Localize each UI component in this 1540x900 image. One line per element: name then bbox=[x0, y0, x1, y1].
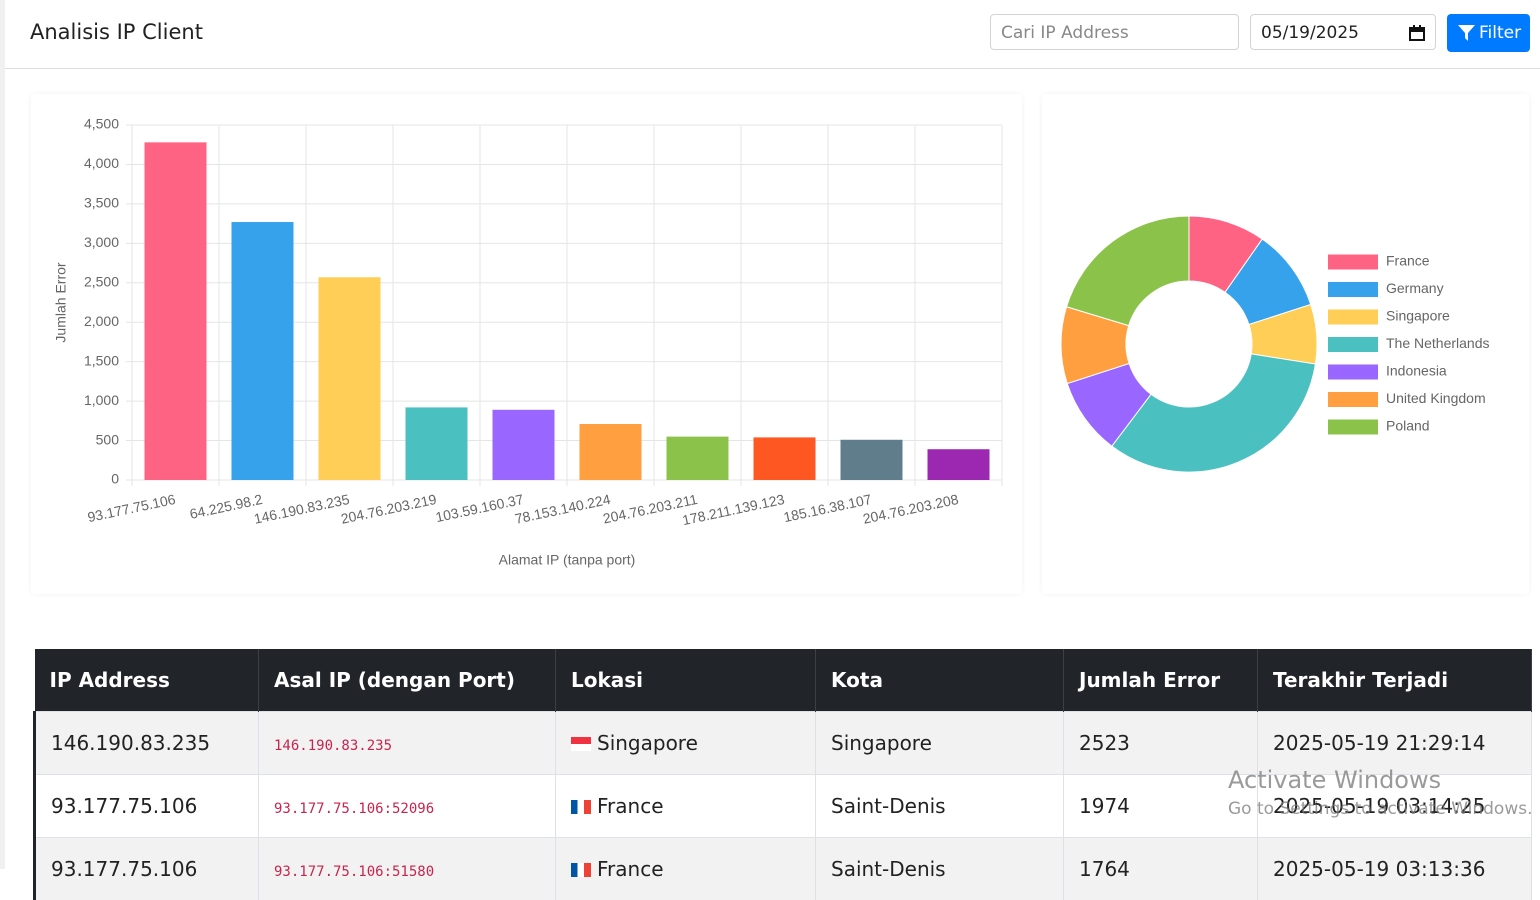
watermark-text: Go to Settings to activate Windows. bbox=[1228, 799, 1533, 819]
legend-swatch bbox=[1328, 310, 1378, 325]
legend-swatch bbox=[1328, 282, 1378, 297]
page: Analisis IP Client Cari IP Address 05/19… bbox=[0, 0, 1540, 869]
country: France bbox=[597, 857, 664, 881]
y-tick-label: 1,500 bbox=[84, 352, 119, 368]
bar bbox=[841, 440, 903, 480]
y-tick-label: 4,000 bbox=[84, 155, 119, 171]
legend-swatch bbox=[1328, 255, 1378, 270]
y-tick-label: 2,000 bbox=[84, 313, 119, 329]
cell: 146.190.83.235 bbox=[259, 712, 556, 775]
bar bbox=[493, 410, 555, 480]
flag bbox=[571, 800, 591, 814]
y-tick-label: 1,000 bbox=[84, 392, 119, 408]
bar bbox=[319, 277, 381, 480]
charts: 0 500 1,000 1,500 2,000 2,500 3,000 3,500 4,000 4… bbox=[0, 0, 1540, 600]
doughnut-slice bbox=[1112, 354, 1316, 472]
bar bbox=[232, 222, 294, 480]
country: France bbox=[597, 794, 664, 818]
legend-label: Poland bbox=[1386, 418, 1430, 434]
legend-swatch bbox=[1328, 337, 1378, 352]
column-header: IP Address bbox=[35, 649, 259, 712]
legend-label: Singapore bbox=[1386, 308, 1450, 324]
x-tick-label: 93.177.75.106 bbox=[86, 491, 177, 525]
table-header: IP Address Asal IP (dengan Port) Lokasi … bbox=[35, 649, 1532, 712]
port: 93.177.75.106:51580 bbox=[274, 864, 434, 880]
y-axis-label: Jumlah Error bbox=[53, 262, 69, 342]
y-tick-label: 3,000 bbox=[84, 234, 119, 250]
legend-label: France bbox=[1386, 253, 1430, 269]
bar bbox=[928, 449, 990, 480]
y-tick-label: 3,500 bbox=[84, 195, 119, 211]
watermark-title: Activate Windows bbox=[1228, 766, 1441, 794]
legend-label: The Netherlands bbox=[1386, 335, 1490, 351]
x-axis-label: Alamat IP (tanpa port) bbox=[499, 552, 636, 568]
legend-label: Indonesia bbox=[1386, 363, 1447, 379]
bar bbox=[580, 424, 642, 480]
port: 146.190.83.235 bbox=[274, 738, 392, 754]
x-tick-label: 146.190.83.235 bbox=[252, 491, 351, 527]
column-header: Terakhir Terjadi bbox=[1258, 649, 1532, 712]
x-tick-label: 78.153.140.224 bbox=[513, 491, 612, 527]
cell: 93.177.75.106:52096 bbox=[259, 775, 556, 838]
bar bbox=[145, 142, 207, 480]
bar bbox=[667, 437, 729, 480]
legend-label: Germany bbox=[1386, 280, 1444, 296]
doughnut-slice bbox=[1067, 216, 1189, 326]
y-tick-label: 0 bbox=[111, 471, 119, 487]
country: Singapore bbox=[597, 731, 698, 755]
cell: 93.177.75.106 bbox=[35, 775, 259, 838]
cell: 146.190.83.235 bbox=[35, 712, 259, 775]
cell: Saint-Denis bbox=[816, 775, 1064, 838]
y-tick-label: 4,500 bbox=[84, 116, 119, 132]
legend-swatch bbox=[1328, 420, 1378, 435]
x-tick-label: 103.59.160.37 bbox=[434, 491, 525, 525]
legend-swatch bbox=[1328, 365, 1378, 380]
y-tick-label: 500 bbox=[96, 431, 120, 447]
column-header: Kota bbox=[816, 649, 1064, 712]
cell: Singapore bbox=[556, 712, 816, 775]
bar bbox=[754, 437, 816, 480]
legend-swatch bbox=[1328, 392, 1378, 407]
cell: France bbox=[556, 775, 816, 838]
bar bbox=[406, 407, 468, 480]
flag bbox=[571, 863, 591, 877]
flag bbox=[571, 737, 591, 751]
cell: Singapore bbox=[816, 712, 1064, 775]
column-header: Asal IP (dengan Port) bbox=[259, 649, 556, 712]
port: 93.177.75.106:52096 bbox=[274, 801, 434, 817]
column-header: Lokasi bbox=[556, 649, 816, 712]
x-tick-label: 185.16.38.107 bbox=[782, 491, 873, 525]
x-tick-label: 204.76.203.208 bbox=[861, 491, 960, 527]
y-tick-label: 2,500 bbox=[84, 273, 119, 289]
legend-label: United Kingdom bbox=[1386, 390, 1486, 406]
column-header: Jumlah Error bbox=[1064, 649, 1258, 712]
x-tick-label: 204.76.203.219 bbox=[339, 491, 438, 527]
